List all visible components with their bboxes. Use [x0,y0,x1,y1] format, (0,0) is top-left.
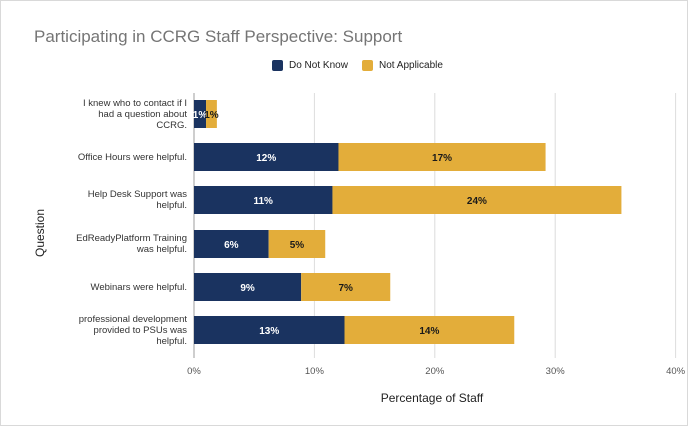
category-label-line: helpful. [156,200,187,211]
category-label-3: EdReadyPlatform Training was helpful. [37,233,187,255]
category-label-2: Help Desk Support was helpful. [37,189,187,211]
category-label-line: Help Desk Support was [87,189,187,200]
category-label-line: CCRG. [156,119,187,131]
bar-do-not-know-2 [194,186,333,214]
bar-not-applicable-4 [301,273,391,301]
x-tick-label-2: 20% [425,366,445,377]
category-label-line: professional development [78,313,187,325]
legend-swatch-not-applicable [362,60,373,71]
bar-not-applicable-0 [206,100,217,128]
category-label-line: was helpful. [136,244,187,255]
bar-do-not-know-5 [194,316,345,344]
bar-do-not-know-3 [194,230,269,258]
y-axis-title: Question [33,208,47,258]
bar-not-applicable-1 [338,143,546,171]
legend-label-not-applicable: Not Applicable [379,60,443,71]
category-label-line: helpful. [156,335,187,347]
data-label-do-not-know-0: 1% [193,110,208,121]
data-label-not-applicable-4: 7% [338,283,353,294]
category-label-line: I knew who to contact if I [82,97,187,109]
data-label-not-applicable-0: 1% [204,110,219,121]
data-label-not-applicable-1: 17% [432,153,452,164]
category-label-5: professional development provided to PSUs… [37,314,187,347]
chart-title: Participating in CCRG Staff Perspective:… [34,27,403,46]
category-label-4: Webinars were helpful. [37,282,187,293]
legend-label-do-not-know: Do Not Know [289,60,348,71]
legend-item-do-not-know[interactable]: Do Not Know [272,60,348,71]
legend: Do Not Know Not Applicable [1,60,688,76]
bar-not-applicable-2 [332,186,622,214]
bar-not-applicable-5 [344,316,515,344]
category-label-1: Office Hours were helpful. [37,152,187,163]
x-tick-label-0: 0% [187,366,201,377]
x-tick-label-3: 30% [545,366,565,377]
x-tick-label-4: 40% [666,366,686,377]
data-label-do-not-know-2: 11% [253,196,273,207]
data-label-do-not-know-5: 13% [259,326,279,337]
bar-not-applicable-3 [268,230,326,258]
data-label-not-applicable-3: 5% [290,240,305,251]
data-label-do-not-know-4: 9% [240,283,255,294]
x-tick-label-1: 10% [304,366,324,377]
category-label-line: Webinars were helpful. [90,281,187,293]
category-label-line: EdReadyPlatform Training [76,233,187,244]
category-label-line: Office Hours were helpful. [77,151,187,163]
bar-do-not-know-1 [194,143,339,171]
data-label-do-not-know-3: 6% [224,240,239,251]
legend-item-not-applicable[interactable]: Not Applicable [362,60,443,71]
data-label-do-not-know-1: 12% [256,153,276,164]
legend-swatch-do-not-know [272,60,283,71]
bar-do-not-know-4 [194,273,302,301]
data-label-not-applicable-2: 24% [467,196,487,207]
category-label-line: provided to PSUs was [93,324,187,336]
data-label-not-applicable-5: 14% [419,326,439,337]
category-label-line: had a question about [98,108,187,120]
bar-do-not-know-0 [194,100,207,128]
x-axis-title: Percentage of Staff [380,391,484,405]
